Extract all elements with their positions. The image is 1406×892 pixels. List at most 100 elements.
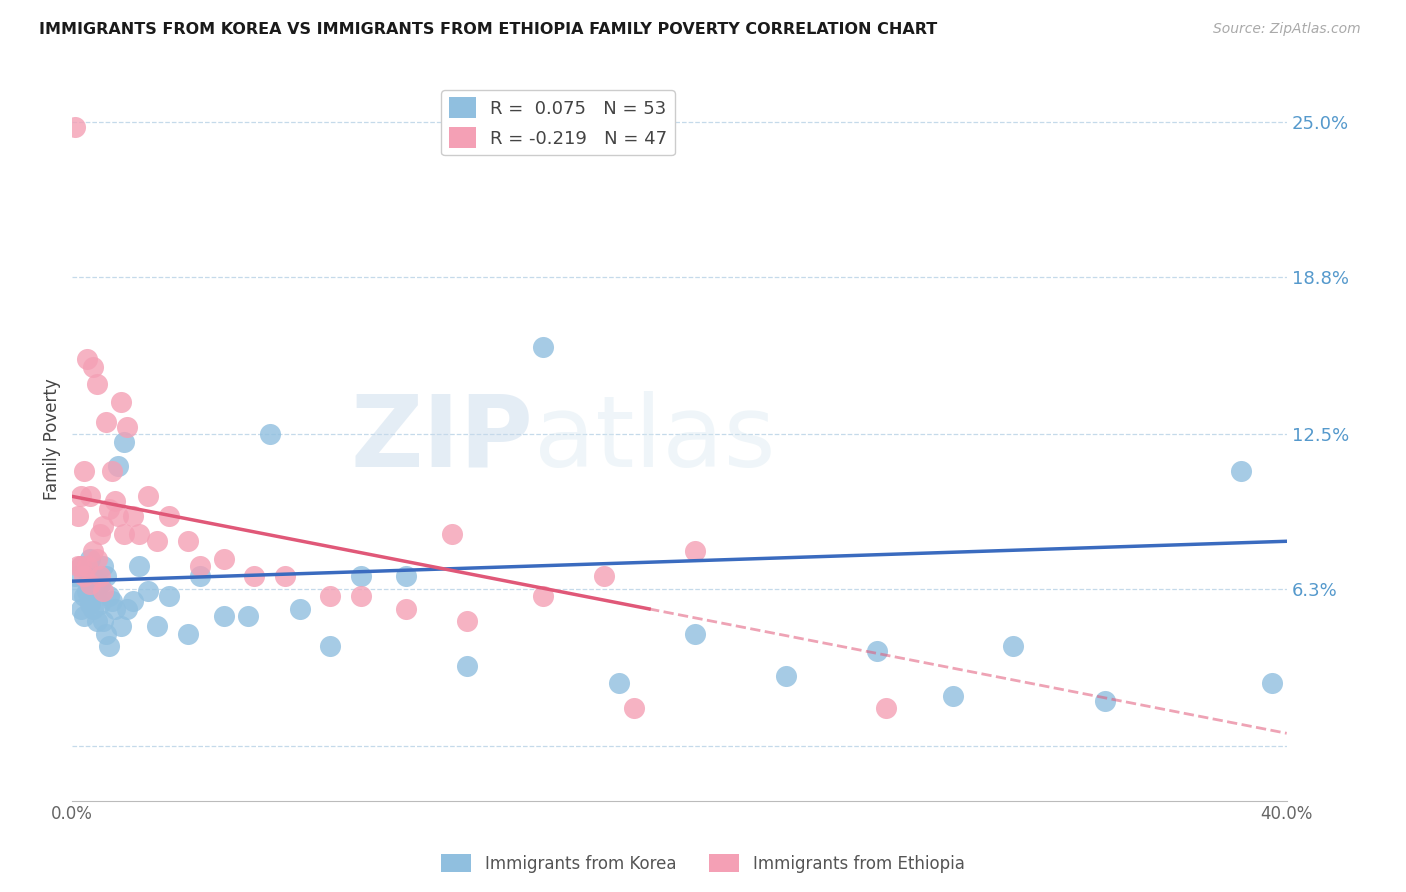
Point <box>456 659 478 673</box>
Point <box>440 526 463 541</box>
Point <box>82 601 104 615</box>
Point <box>79 551 101 566</box>
Text: ZIP: ZIP <box>352 391 534 488</box>
Point <box>107 509 129 524</box>
Point <box>146 534 169 549</box>
Point <box>157 509 180 524</box>
Point <box>91 614 114 628</box>
Point <box>94 569 117 583</box>
Legend: R =  0.075   N = 53, R = -0.219   N = 47: R = 0.075 N = 53, R = -0.219 N = 47 <box>441 90 675 155</box>
Point <box>243 569 266 583</box>
Point <box>607 676 630 690</box>
Point <box>1230 465 1253 479</box>
Point <box>67 559 90 574</box>
Point <box>115 601 138 615</box>
Legend: Immigrants from Korea, Immigrants from Ethiopia: Immigrants from Korea, Immigrants from E… <box>434 847 972 880</box>
Point <box>136 584 159 599</box>
Point <box>97 501 120 516</box>
Point <box>65 120 87 135</box>
Point <box>1094 694 1116 708</box>
Point <box>65 569 87 583</box>
Point <box>319 589 342 603</box>
Point <box>76 352 98 367</box>
Point <box>70 559 93 574</box>
Point <box>395 601 418 615</box>
Point <box>82 359 104 374</box>
Point <box>70 489 93 503</box>
Y-axis label: Family Poverty: Family Poverty <box>44 378 60 500</box>
Point <box>176 534 198 549</box>
Point <box>89 576 111 591</box>
Point <box>212 609 235 624</box>
Point <box>82 544 104 558</box>
Point <box>67 584 90 599</box>
Point <box>456 614 478 628</box>
Text: IMMIGRANTS FROM KOREA VS IMMIGRANTS FROM ETHIOPIA FAMILY POVERTY CORRELATION CHA: IMMIGRANTS FROM KOREA VS IMMIGRANTS FROM… <box>39 22 938 37</box>
Point <box>274 569 297 583</box>
Point <box>288 601 311 615</box>
Point <box>157 589 180 603</box>
Point <box>188 569 211 583</box>
Point <box>86 614 108 628</box>
Point <box>97 589 120 603</box>
Point <box>531 340 554 354</box>
Point <box>91 584 114 599</box>
Point <box>115 419 138 434</box>
Point <box>97 639 120 653</box>
Point <box>128 559 150 574</box>
Point <box>79 489 101 503</box>
Point <box>73 609 96 624</box>
Point <box>775 669 797 683</box>
Point <box>70 559 93 574</box>
Point <box>110 394 132 409</box>
Point <box>122 594 145 608</box>
Point <box>86 582 108 596</box>
Point <box>1002 639 1025 653</box>
Point <box>104 601 127 615</box>
Point <box>136 489 159 503</box>
Point <box>91 519 114 533</box>
Point <box>73 569 96 583</box>
Point <box>94 626 117 640</box>
Point <box>82 569 104 583</box>
Point <box>79 576 101 591</box>
Point <box>531 589 554 603</box>
Text: Source: ZipAtlas.com: Source: ZipAtlas.com <box>1213 22 1361 37</box>
Point <box>112 526 135 541</box>
Point <box>146 619 169 633</box>
Point <box>238 609 260 624</box>
Point <box>100 465 122 479</box>
Point <box>79 597 101 611</box>
Point <box>875 701 897 715</box>
Point <box>188 559 211 574</box>
Point <box>176 626 198 640</box>
Point <box>212 551 235 566</box>
Point <box>623 701 645 715</box>
Text: atlas: atlas <box>534 391 775 488</box>
Point <box>67 509 90 524</box>
Point <box>319 639 342 653</box>
Point <box>122 509 145 524</box>
Point <box>683 544 706 558</box>
Point <box>104 494 127 508</box>
Point <box>86 551 108 566</box>
Point <box>110 619 132 633</box>
Point <box>76 564 98 578</box>
Point <box>89 597 111 611</box>
Point <box>942 689 965 703</box>
Point <box>1260 676 1282 690</box>
Point <box>107 459 129 474</box>
Point <box>89 569 111 583</box>
Point <box>73 465 96 479</box>
Point <box>86 377 108 392</box>
Point <box>112 434 135 449</box>
Point <box>100 594 122 608</box>
Point <box>259 427 281 442</box>
Point <box>350 569 373 583</box>
Point <box>866 644 889 658</box>
Point <box>683 626 706 640</box>
Point <box>89 526 111 541</box>
Point <box>73 589 96 603</box>
Point <box>91 559 114 574</box>
Point <box>350 589 373 603</box>
